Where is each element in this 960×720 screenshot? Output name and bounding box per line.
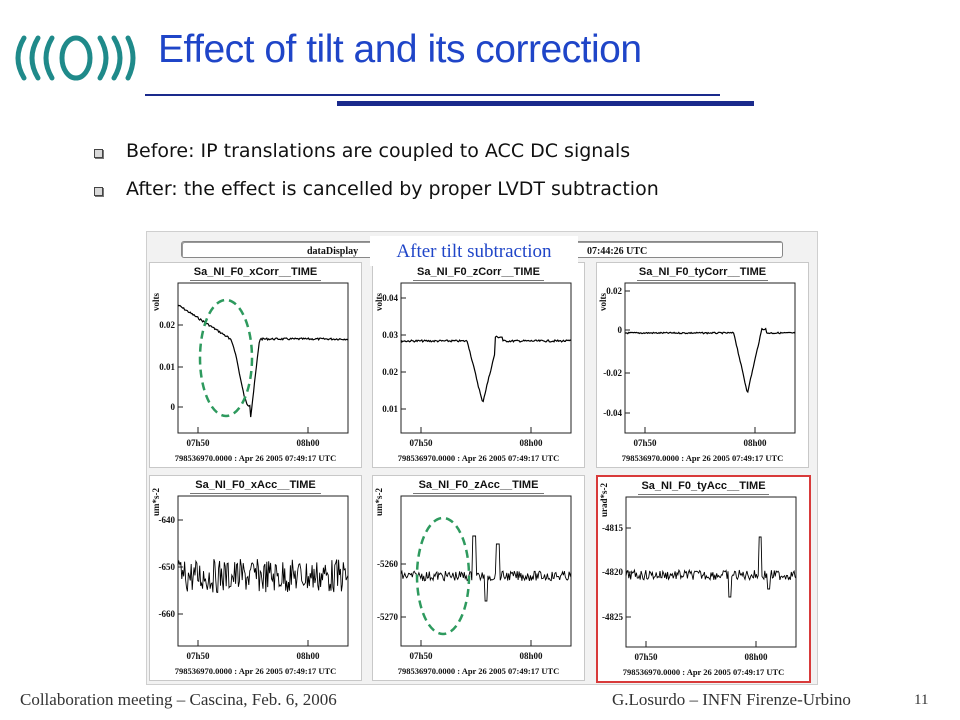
x-tick-label: 08h00 <box>743 438 767 448</box>
y-axis-unit: volts <box>151 293 161 311</box>
plot-title-rule <box>190 493 321 494</box>
slide-title: Effect of tilt and its correction <box>158 28 642 71</box>
plot-timestamp: 798536970.0000 : Apr 26 2005 07:49:17 UT… <box>621 453 784 463</box>
plot-timestamp: 798536970.0000 : Apr 26 2005 07:49:17 UT… <box>174 666 337 676</box>
y-tick-label: 0 <box>618 325 623 335</box>
y-tick-label: -5260 <box>377 559 398 569</box>
y-tick-label: -4825 <box>602 612 623 622</box>
y-tick-label: -0.02 <box>603 368 622 378</box>
plot-title-rule <box>413 280 544 281</box>
y-tick-label: -5270 <box>377 612 398 622</box>
y-tick-label: 0 <box>171 402 176 412</box>
plot-panel: Sa_NI_F0_tyAcc__TIME urad*s-2 -4815 -4820 -4… <box>596 475 811 683</box>
plot-canvas: urad*s-2 -4815 -4820 -4825 07h50 08h00 <box>599 482 797 662</box>
plot-timestamp: 798536970.0000 : Apr 26 2005 07:49:17 UT… <box>622 667 785 677</box>
y-tick-label: 0.02 <box>382 367 398 377</box>
plot-title-rule <box>637 280 768 281</box>
y-tick-label: -4820 <box>602 567 623 577</box>
plot-canvas: volts 0.02 0.01 0 07h50 08h00 <box>151 282 349 448</box>
y-tick-label: -660 <box>159 609 176 619</box>
y-tick-label: -650 <box>159 562 176 572</box>
bullet-item: After: the effect is cancelled by proper… <box>92 176 659 214</box>
plot-timestamp: 798536970.0000 : Apr 26 2005 07:49:17 UT… <box>174 453 337 463</box>
plot-title: Sa_NI_F0_xCorr__TIME <box>193 266 318 278</box>
x-tick-label: 08h00 <box>296 438 320 448</box>
plot-canvas: um*s-2-640 -650 -660 07h50 08h00 <box>151 487 349 661</box>
y-tick-label: 0.02 <box>159 320 175 330</box>
plot-timestamp: 798536970.0000 : Apr 26 2005 07:49:17 UT… <box>397 453 560 463</box>
bullet-item: Before: IP translations are coupled to A… <box>92 138 659 176</box>
x-tick-label: 08h00 <box>744 652 768 662</box>
title-underline-thin <box>145 94 720 96</box>
y-tick-label: -0.04 <box>603 408 622 418</box>
x-tick-label: 07h50 <box>186 438 210 448</box>
plot-title: Sa_NI_F0_tyCorr__TIME <box>638 266 767 278</box>
plot-title-rule <box>413 493 544 494</box>
x-tick-label: 07h50 <box>186 651 210 661</box>
bullet-text: After: the effect is cancelled by proper… <box>126 178 659 200</box>
plot-panel: Sa_NI_F0_tyCorr__TIME volts 0.02 0 -0.02 -0.0… <box>596 262 809 468</box>
plot-title: Sa_NI_F0_tyAcc__TIME <box>641 480 766 492</box>
y-axis-unit: volts <box>598 293 608 311</box>
square-bullet-icon <box>94 187 103 196</box>
plot-panel: Sa_NI_F0_zAcc__TIME um*s-2 -5260 -5270 07h50… <box>372 475 585 681</box>
signal-trace <box>400 335 572 403</box>
data-display-time: 07:44:26 UTC <box>587 246 648 257</box>
y-tick-label: -4815 <box>602 523 623 533</box>
y-tick-label: 0.03 <box>382 330 398 340</box>
title-underline-thick <box>337 101 754 106</box>
plot-frame <box>177 282 349 434</box>
data-display-label: dataDisplay <box>307 246 359 257</box>
plot-title-rule <box>638 494 769 495</box>
overlay-label: After tilt subtraction <box>370 236 578 266</box>
y-axis-unit: urad*s-2 <box>599 482 609 517</box>
plot-canvas: um*s-2 -5260 -5270 07h50 08h00 <box>374 487 572 661</box>
x-tick-label: 07h50 <box>634 652 658 662</box>
plot-title: Sa_NI_F0_zCorr__TIME <box>417 266 540 278</box>
plot-panel: Sa_NI_F0_xAcc__TIME um*s-2 -640 -650 -660 07h… <box>149 475 362 681</box>
bullet-text: Before: IP translations are coupled to A… <box>126 140 631 162</box>
x-tick-label: 07h50 <box>633 438 657 448</box>
plot-frame <box>177 495 349 647</box>
plot-timestamp: 798536970.0000 : Apr 26 2005 07:49:17 UT… <box>397 666 560 676</box>
signal-trace <box>400 535 572 602</box>
x-tick-label: 08h00 <box>296 651 320 661</box>
x-tick-label: 08h00 <box>519 438 543 448</box>
y-axis-unit: volts <box>374 293 384 311</box>
plot-frame <box>400 495 572 647</box>
data-display-screenshot: dataDisplay 07:44:26 UTC Sa_NI_F0_xCorr_… <box>146 231 818 685</box>
highlight-ellipse <box>415 516 471 636</box>
plot-title: Sa_NI_F0_zAcc__TIME <box>418 479 539 491</box>
y-tick-label: 0.01 <box>382 404 398 414</box>
plot-frame <box>400 282 572 434</box>
bullet-list: Before: IP translations are coupled to A… <box>92 138 659 214</box>
y-tick-label: 0.02 <box>606 286 622 296</box>
plot-frame <box>625 496 797 648</box>
y-axis-unit: um*s-2 <box>151 487 161 516</box>
plot-title-rule <box>190 280 321 281</box>
x-tick-label: 07h50 <box>409 651 433 661</box>
y-axis-unit: um*s-2 <box>374 487 384 516</box>
y-tick-label: -640 <box>159 515 176 525</box>
signal-trace <box>625 536 797 598</box>
y-tick-label: 0.01 <box>159 362 175 372</box>
signal-trace <box>625 327 796 394</box>
plot-panel: Sa_NI_F0_zCorr__TIME volts 0.04 0.03 0.02 0.0… <box>372 262 585 468</box>
y-tick-label: 0.04 <box>382 293 398 303</box>
x-tick-label: 08h00 <box>519 651 543 661</box>
footer-right: G.Losurdo – INFN Firenze-Urbino <box>612 690 851 709</box>
footer-left: Collaboration meeting – Cascina, Feb. 6,… <box>20 690 337 709</box>
plot-title: Sa_NI_F0_xAcc__TIME <box>195 479 316 491</box>
plot-frame <box>624 282 796 434</box>
page-number: 11 <box>914 692 929 708</box>
virgo-logo <box>15 35 136 81</box>
square-bullet-icon <box>94 149 103 158</box>
highlight-ellipse <box>198 298 254 418</box>
x-tick-label: 07h50 <box>409 438 433 448</box>
signal-trace <box>177 559 349 593</box>
